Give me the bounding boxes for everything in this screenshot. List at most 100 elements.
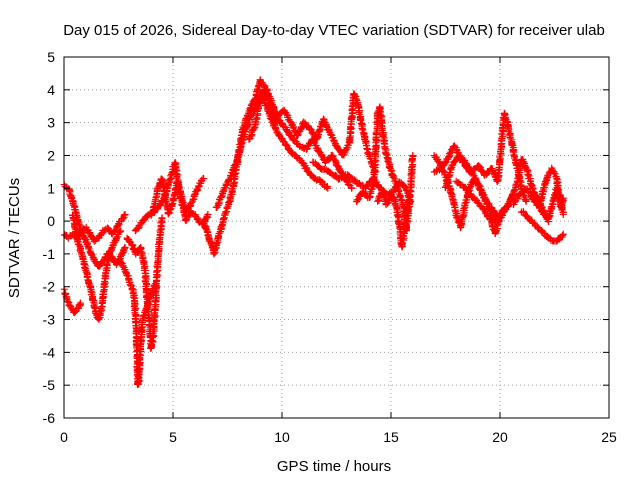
data-point-sat-h [164, 180, 172, 188]
x-axis-label: GPS time / hours [277, 458, 391, 475]
y-tick-label: 3 [47, 115, 55, 131]
data-point-sat-l [315, 126, 323, 134]
data-point-sat-d [72, 229, 80, 237]
data-point-sat-m [350, 176, 358, 184]
data-point-sat-j [324, 184, 332, 192]
data-point-sat-n [385, 159, 393, 167]
data-point-sat-r [476, 163, 484, 171]
data-point-sat-e [137, 324, 145, 332]
data-point-sat-n [409, 151, 417, 159]
y-tick-label: -5 [43, 377, 56, 393]
data-point-sat-e [130, 293, 138, 301]
data-point-sat-s [456, 180, 464, 188]
data-point-sat-q [478, 189, 486, 197]
data-point-sat-o [404, 199, 412, 207]
data-point-sat-j [243, 122, 251, 130]
x-tick-label: 25 [601, 429, 617, 445]
y-tick-label: -1 [43, 246, 56, 262]
data-point-sat-k [328, 151, 336, 159]
y-tick-label: 0 [47, 213, 55, 229]
data-point-sat-k [318, 152, 326, 160]
data-point-sat-n [392, 179, 400, 187]
data-point-sat-j [302, 164, 310, 172]
x-tick-label: 15 [383, 429, 399, 445]
x-tick-label: 5 [169, 429, 177, 445]
data-point-sat-k [299, 143, 307, 151]
data-point-sat-r [490, 170, 498, 178]
data-point-sat-m [344, 171, 352, 179]
data-point-sat-l [283, 110, 291, 118]
data-point-sat-s [507, 193, 515, 201]
data-point-sat-s [505, 202, 513, 210]
data-point-sat-a [121, 243, 129, 251]
data-point-sat-u [543, 233, 551, 241]
data-point-sat-i [213, 239, 221, 247]
data-point-sat-h [150, 209, 158, 217]
y-tick-label: -3 [43, 312, 56, 328]
data-point-sat-k [250, 124, 258, 132]
data-point-sat-o [404, 197, 412, 205]
data-point-sat-b [97, 230, 105, 238]
y-tick-label: -2 [43, 279, 56, 295]
data-point-sat-k [348, 184, 356, 192]
data-point-sat-f [125, 237, 133, 245]
data-point-sat-r [442, 183, 450, 191]
grid-lines [64, 57, 609, 418]
data-point-sat-l [351, 92, 359, 100]
data-point-sat-j [272, 124, 280, 132]
y-tick-label: 2 [47, 147, 55, 163]
y-tick-label: -4 [43, 344, 56, 360]
chart-title: Day 015 of 2026, Sidereal Day-to-day VTE… [63, 22, 605, 39]
x-tick-label: 0 [60, 429, 68, 445]
data-point-sat-b [121, 211, 129, 219]
data-points [60, 76, 567, 388]
data-point-sat-r [488, 167, 496, 175]
data-point-sat-o [379, 190, 387, 198]
data-point-sat-g [165, 209, 173, 217]
axis-ticks: 0 5 10 15 20 25 -6 -5 -4 -3 -2 -1 0 1 2 3 4 5 [43, 49, 617, 445]
data-point-sat-g [200, 174, 208, 182]
data-point-sat-r [510, 151, 518, 159]
data-point-sat-d [116, 228, 124, 236]
data-point-sat-p [450, 200, 458, 208]
data-point-sat-j [244, 120, 252, 128]
data-point-sat-k [264, 91, 272, 99]
x-tick-label: 10 [274, 429, 290, 445]
data-point-sat-s [524, 171, 532, 179]
data-point-sat-j [236, 146, 244, 154]
data-point-sat-l [352, 95, 360, 103]
data-point-sat-f [155, 235, 163, 243]
data-point-sat-o [384, 199, 392, 207]
data-point-sat-q [483, 199, 491, 207]
data-point-sat-k [257, 88, 265, 96]
data-point-sat-r [505, 128, 513, 136]
data-point-sat-d [115, 228, 123, 236]
data-point-sat-s [479, 204, 487, 212]
data-point-sat-r [500, 109, 508, 117]
data-point-sat-d [71, 224, 79, 232]
data-point-sat-b [119, 215, 127, 223]
y-tick-label: 4 [47, 82, 55, 98]
data-point-sat-e [119, 262, 127, 270]
data-point-sat-n [376, 111, 384, 119]
data-point-sat-v [559, 211, 567, 219]
y-tick-label: 5 [47, 49, 55, 65]
data-point-sat-q [445, 150, 453, 158]
data-point-sat-s [510, 187, 518, 195]
data-point-sat-d [76, 247, 84, 255]
data-point-sat-i [223, 204, 231, 212]
data-point-sat-k [252, 115, 260, 123]
data-point-sat-o [390, 196, 398, 204]
y-tick-label: 1 [47, 180, 55, 196]
data-point-sat-i [220, 215, 228, 223]
data-point-sat-j [287, 148, 295, 156]
data-point-sat-u [559, 230, 567, 238]
data-point-sat-p [448, 194, 456, 202]
data-point-sat-s [508, 190, 516, 198]
y-tick-label: -6 [43, 410, 56, 426]
data-point-sat-d [90, 303, 98, 311]
data-point-sat-r [521, 194, 529, 202]
data-point-sat-k [344, 181, 352, 189]
data-point-sat-d [112, 234, 120, 242]
